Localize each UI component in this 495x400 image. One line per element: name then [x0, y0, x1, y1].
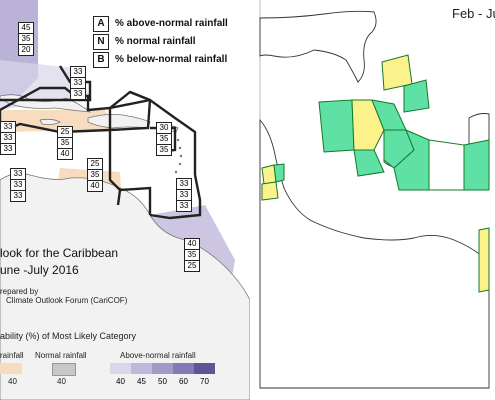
scale-tick-above: 40 — [116, 377, 125, 386]
right-map-panel: Feb - Ju — [254, 0, 495, 400]
prob-value: 33 — [3, 144, 13, 153]
prob-value: 33 — [11, 169, 25, 180]
scale-tick-normal: 40 — [57, 377, 66, 386]
legend-text-normal: % normal rainfall — [115, 36, 196, 47]
prob-value: 40 — [185, 239, 199, 250]
region-guianas — [478, 227, 490, 293]
prob-value: 35 — [159, 145, 169, 154]
prob-value: 35 — [19, 34, 33, 45]
prob-value: 35 — [58, 138, 72, 149]
scale-below-label: rainfall — [0, 351, 24, 360]
prob-box-region-2: 33 33 33 — [70, 66, 86, 100]
legend-text-above: % above-normal rainfall — [115, 18, 228, 29]
prob-value: 25 — [187, 261, 197, 270]
prob-box-region-7: 25 35 40 — [87, 158, 103, 192]
prob-value: 40 — [60, 149, 70, 158]
right-forecast-regions — [261, 54, 490, 293]
prob-value: 35 — [88, 170, 102, 181]
prob-value: 35 — [185, 250, 199, 261]
scale-tick-above: 70 — [200, 377, 209, 386]
legend-letter-b: B — [93, 52, 109, 68]
legend-letter-n: N — [93, 34, 109, 50]
prob-value: 20 — [21, 45, 31, 54]
scale-tick-above: 60 — [179, 377, 188, 386]
scale-ticks-above: 40 45 50 60 70 — [110, 377, 215, 386]
prob-value: 33 — [71, 78, 85, 89]
prob-box-region-1: 45 35 20 — [18, 22, 34, 56]
scale-above-label: Above-normal rainfall — [120, 351, 196, 360]
right-land — [259, 10, 490, 389]
scale-tick-above: 45 — [137, 377, 146, 386]
prob-value: 40 — [90, 181, 100, 190]
scale-swatch-above-step — [194, 363, 215, 374]
panel-divider — [250, 0, 254, 400]
prob-box-region-8: 33 33 33 — [176, 178, 192, 212]
region-puerto-rico — [463, 139, 490, 191]
scale-tick-above: 50 — [158, 377, 167, 386]
scale-swatch-above-step — [131, 363, 152, 374]
region-jamaica — [353, 149, 385, 177]
probability-heading: ability (%) of Most Likely Category — [0, 331, 137, 341]
region-caribbean-sea — [428, 139, 465, 191]
period-label: Feb - Ju — [452, 6, 495, 21]
left-map-panel: A % above-normal rainfall N % normal rainf… — [0, 0, 250, 400]
prob-value: 25 — [58, 127, 72, 138]
prob-value: 25 — [88, 159, 102, 170]
scale-swatch-above-step — [173, 363, 194, 374]
prepared-by-text: repared by — [0, 287, 39, 296]
prob-value: 33 — [179, 201, 189, 210]
scale-swatch-normal — [52, 363, 76, 376]
map-title-line2: une -July 2016 — [0, 263, 79, 277]
region-belize-c — [261, 181, 279, 201]
prob-value: 33 — [177, 190, 191, 201]
legend-row-normal: N % normal rainfall — [93, 34, 243, 50]
scale-normal-label: Normal rainfall — [35, 351, 87, 360]
prob-box-region-4: 33 33 33 — [10, 168, 26, 202]
forum-text: Climate Outlook Forum (CariCOF) — [6, 296, 128, 305]
prob-value: 33 — [1, 122, 15, 133]
legend-text-below: % below-normal rainfall — [115, 54, 228, 65]
prob-box-region-3: 33 33 33 — [0, 121, 16, 155]
scale-swatch-below — [0, 363, 22, 374]
legend-row-above: A % above-normal rainfall — [93, 16, 243, 32]
scale-swatch-above-step — [110, 363, 131, 374]
prob-value: 33 — [13, 191, 23, 200]
prob-value: 33 — [71, 67, 85, 78]
scale-swatch-above-step — [152, 363, 173, 374]
scale-tick-below: 40 — [8, 377, 17, 386]
prob-value: 35 — [157, 134, 171, 145]
right-map-svg — [254, 0, 495, 400]
map-title-line1: look for the Caribbean — [0, 246, 119, 260]
region-cuba-west — [318, 99, 355, 153]
prob-box-region-5: 25 35 40 — [57, 126, 73, 160]
prob-box-region-9: 40 35 25 — [184, 238, 200, 272]
region-cuba-central — [351, 99, 385, 151]
region-belize-b — [273, 163, 285, 183]
prob-value: 33 — [1, 133, 15, 144]
scale-swatch-above — [110, 363, 215, 374]
prob-value: 30 — [157, 123, 171, 134]
prob-value: 33 — [73, 89, 83, 98]
region-bahamas-south — [403, 79, 430, 113]
left-map-svg — [0, 0, 250, 400]
legend-letter-a: A — [93, 16, 109, 32]
lesser-antilles — [174, 138, 183, 174]
prob-box-region-6: 30 35 35 — [156, 122, 172, 156]
prob-value: 33 — [11, 180, 25, 191]
prob-value: 45 — [19, 23, 33, 34]
prob-value: 33 — [177, 179, 191, 190]
legend-row-below: B % below-normal rainfall — [93, 52, 243, 68]
